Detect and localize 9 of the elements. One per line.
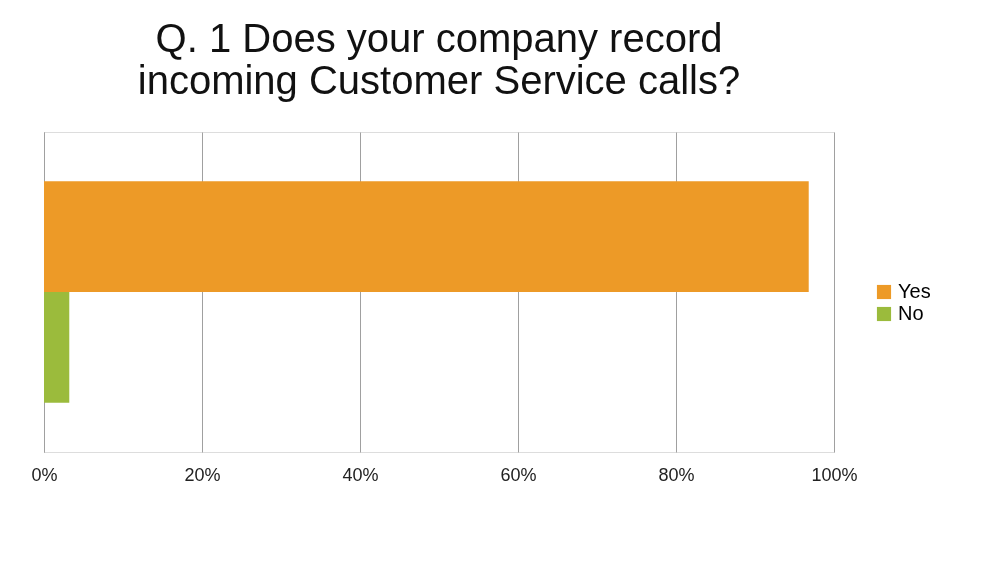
legend-label: No (898, 302, 924, 324)
x-tick-label: 100% (811, 464, 858, 485)
x-tick-label: 20% (184, 464, 221, 485)
x-tick-label: 60% (500, 464, 537, 485)
x-tick-label: 0% (31, 464, 58, 485)
legend-label: Yes (898, 280, 931, 302)
x-tick-label: 80% (658, 464, 695, 485)
x-tick-label: 40% (342, 464, 379, 485)
text: Q. 1 Does your company record (155, 16, 723, 60)
